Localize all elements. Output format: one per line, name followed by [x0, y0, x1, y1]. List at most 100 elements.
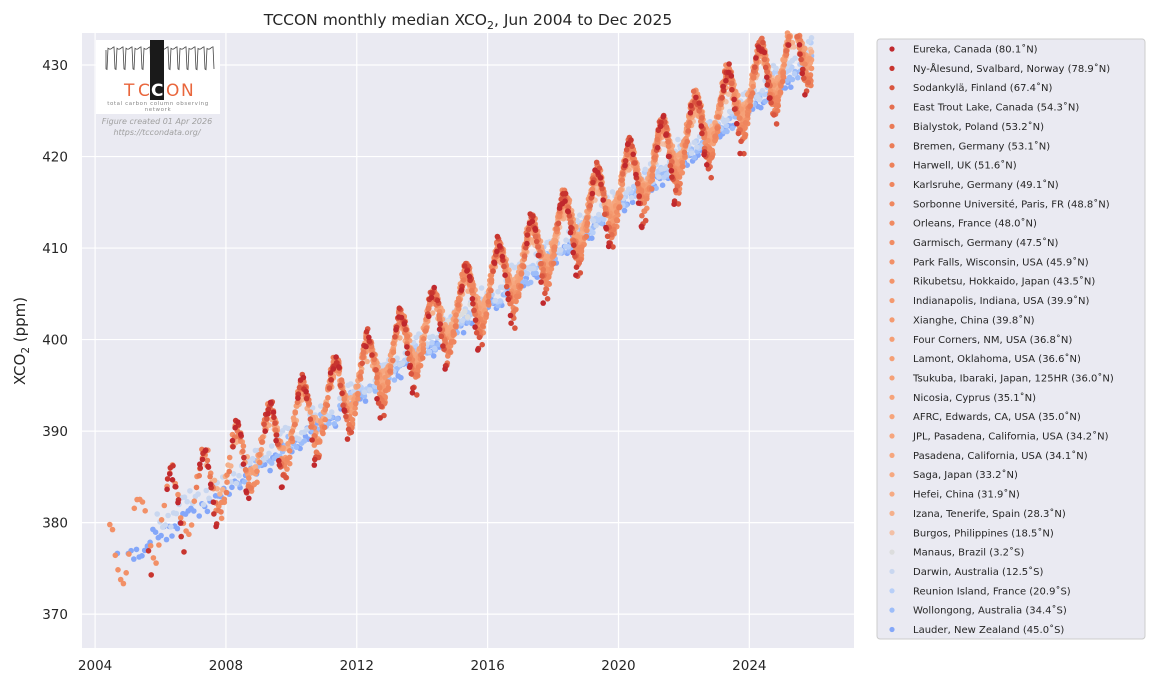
data-point [663, 132, 669, 138]
data-point [691, 139, 698, 146]
data-point [729, 125, 736, 132]
data-point [471, 307, 477, 314]
data-point [744, 112, 751, 118]
data-point [456, 297, 463, 304]
legend-entry: Pasadena, California, USA (34.1˚N) [913, 450, 1088, 462]
data-point [750, 75, 757, 81]
data-point [798, 56, 804, 63]
data-point [139, 499, 146, 505]
data-point [679, 170, 686, 176]
data-point [780, 74, 787, 80]
legend-marker [889, 104, 895, 110]
data-point [573, 272, 579, 279]
data-point [801, 75, 807, 81]
data-point [530, 213, 536, 220]
data-point [322, 416, 329, 423]
data-point [729, 86, 735, 93]
data-point [331, 421, 338, 427]
data-point [616, 204, 622, 211]
data-point [326, 385, 333, 391]
data-point [422, 328, 429, 334]
data-point [773, 121, 780, 127]
data-point [708, 174, 714, 181]
data-point [431, 345, 438, 352]
data-point [584, 220, 591, 226]
data-point [398, 374, 404, 381]
data-point [521, 253, 528, 259]
data-point [391, 377, 398, 383]
data-point [788, 84, 794, 90]
data-point [270, 409, 277, 416]
data-point [325, 394, 331, 401]
data-point [701, 151, 707, 158]
data-point [640, 182, 646, 189]
data-point [497, 298, 504, 304]
data-point [254, 468, 260, 475]
data-point [651, 154, 658, 161]
data-point [688, 150, 695, 157]
data-point [321, 424, 328, 431]
data-point [333, 354, 339, 360]
data-point [507, 312, 514, 319]
legend-entry: Burgos, Philippines (18.5˚N) [913, 527, 1054, 539]
data-point [429, 333, 436, 340]
data-point [496, 243, 503, 249]
data-point [535, 244, 542, 250]
data-point [659, 182, 666, 188]
data-point [196, 472, 202, 479]
data-point [264, 416, 270, 422]
data-point [224, 479, 230, 486]
legend-marker [889, 472, 895, 478]
legend-marker [889, 85, 895, 91]
legend-entry: Manaus, Brazil (3.2˚S) [913, 547, 1024, 559]
data-point [696, 100, 702, 106]
data-point [333, 359, 340, 366]
data-point [229, 437, 236, 444]
y-axis-label-main: XCO [11, 354, 29, 385]
data-point [668, 167, 675, 174]
data-point [680, 163, 686, 170]
data-point [271, 414, 277, 421]
y-tick-label: 370 [42, 607, 68, 623]
legend-entry: Sorbonne Université, Paris, FR (48.8˚N) [913, 198, 1110, 210]
data-point [771, 112, 777, 118]
data-point [390, 340, 397, 347]
data-point [628, 194, 635, 201]
data-point [219, 486, 226, 493]
data-point [393, 327, 399, 333]
data-point [650, 166, 656, 172]
data-point [808, 49, 815, 55]
legend-entry: Izana, Tenerife, Spain (28.3˚N) [913, 508, 1066, 520]
x-tick-label: 2008 [209, 658, 243, 674]
data-point [343, 413, 349, 420]
chart-title-subscript: 2 [487, 19, 494, 32]
data-point [206, 495, 212, 502]
data-point [165, 512, 171, 519]
legend-marker [889, 433, 895, 439]
data-point [259, 439, 265, 445]
data-point [377, 415, 384, 421]
data-point [469, 296, 476, 302]
y-axis-label-suffix: (ppm) [11, 297, 29, 347]
chart-title: TCCON monthly median XCO2, Jun 2004 to D… [263, 11, 672, 32]
data-point [724, 128, 730, 135]
data-point [320, 430, 326, 437]
data-point [363, 329, 370, 335]
data-point [761, 56, 768, 63]
data-point [540, 300, 546, 306]
data-point [338, 377, 345, 383]
figure-url-note: https://tccondata.org/ [113, 128, 201, 137]
legend-marker [889, 239, 895, 246]
data-point [469, 287, 475, 294]
data-point [296, 384, 303, 391]
data-point [570, 249, 576, 256]
data-point [488, 287, 494, 294]
data-point [603, 224, 609, 231]
data-point [488, 277, 495, 284]
data-point [272, 427, 279, 433]
data-point [390, 357, 396, 364]
data-point [479, 341, 486, 348]
data-point [764, 74, 770, 81]
y-tick-label: 420 [42, 150, 68, 166]
data-point [360, 349, 367, 356]
